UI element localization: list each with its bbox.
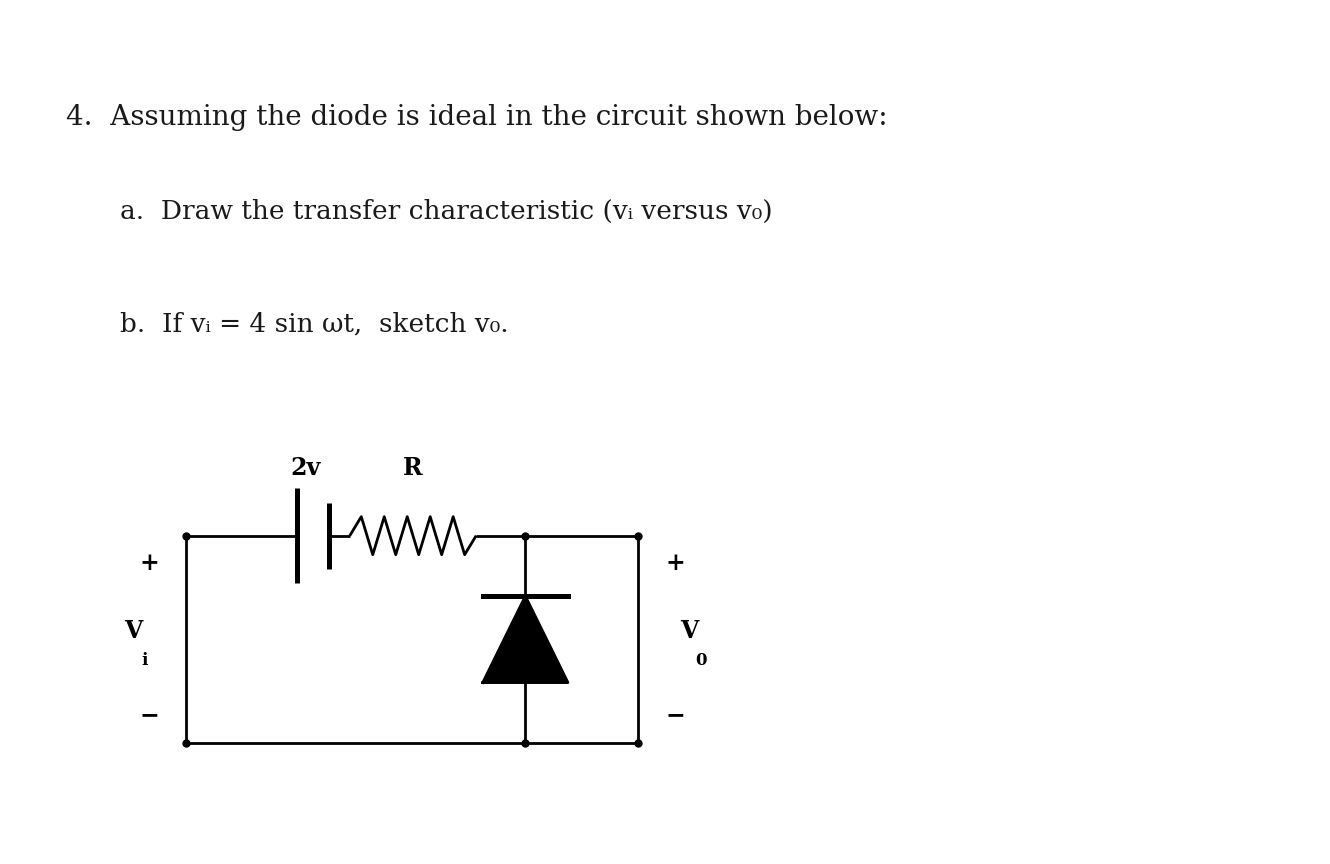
- Text: b.  If vᵢ = 4 sin ωt,  sketch v₀.: b. If vᵢ = 4 sin ωt, sketch v₀.: [120, 311, 508, 336]
- Text: R: R: [403, 455, 423, 480]
- Text: +: +: [140, 551, 158, 575]
- Polygon shape: [483, 596, 568, 683]
- Text: −: −: [140, 703, 158, 727]
- Text: 0: 0: [696, 652, 706, 670]
- Text: +: +: [666, 551, 685, 575]
- Text: −: −: [666, 703, 685, 727]
- Text: 2v: 2v: [291, 455, 321, 480]
- Text: V: V: [124, 619, 142, 643]
- Text: V: V: [680, 619, 698, 643]
- Text: a.  Draw the transfer characteristic (vᵢ versus v₀): a. Draw the transfer characteristic (vᵢ …: [120, 199, 773, 224]
- Text: 4.  Assuming the diode is ideal in the circuit shown below:: 4. Assuming the diode is ideal in the ci…: [66, 104, 888, 130]
- Text: i: i: [142, 652, 148, 670]
